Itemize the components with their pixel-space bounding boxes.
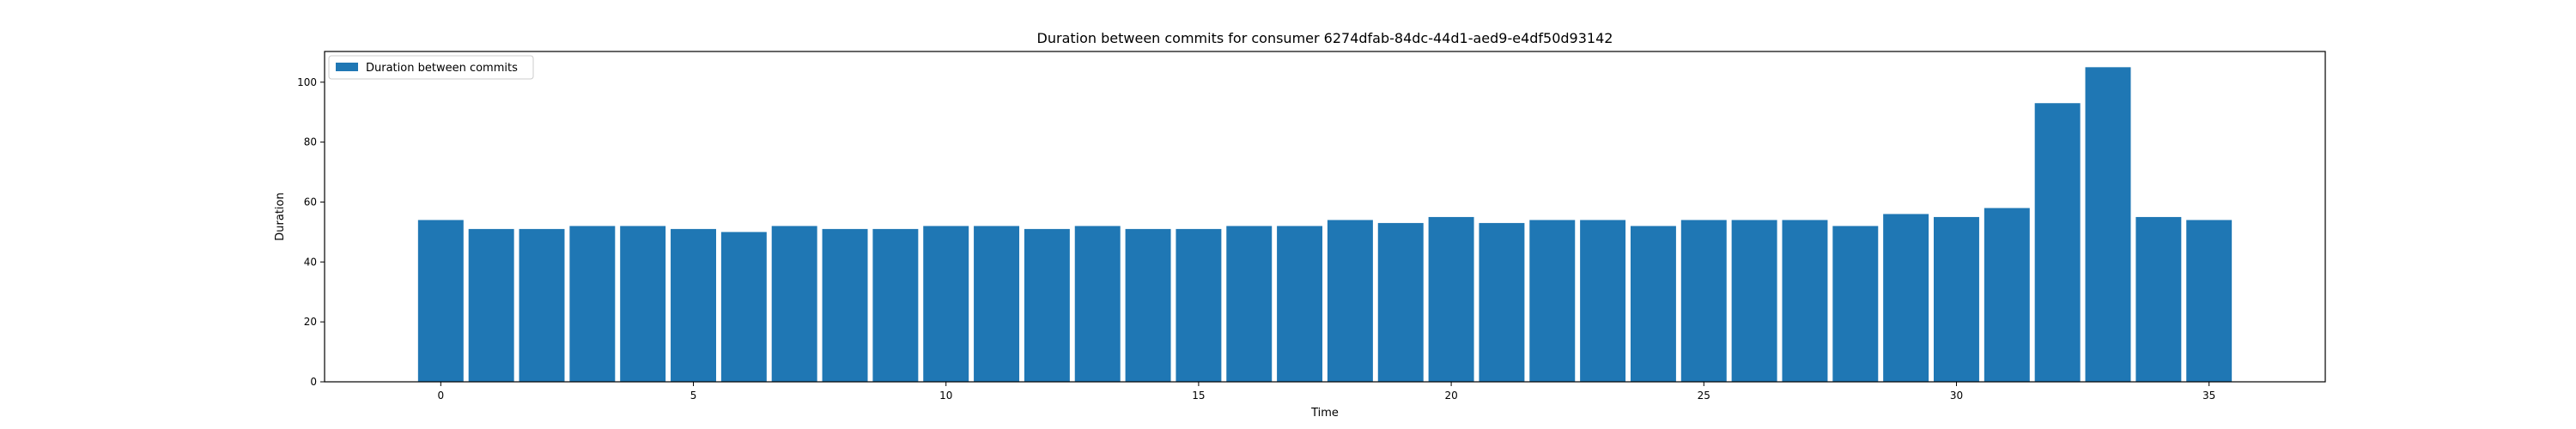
x-tick-label: 10: [939, 390, 952, 402]
x-axis-label: Time: [1310, 407, 1339, 420]
bar: [671, 228, 716, 382]
bar: [1277, 226, 1323, 382]
y-tick-label: 80: [304, 136, 317, 148]
y-tick-label: 100: [297, 76, 317, 88]
bar: [1479, 222, 1525, 382]
bar: [872, 228, 919, 382]
x-tick-label: 20: [1444, 390, 1457, 402]
bar: [2136, 216, 2182, 382]
x-axis: 0 5 10 15 20 25 30 35: [438, 382, 2215, 402]
y-tick-label: 40: [304, 256, 317, 268]
bar: [1984, 208, 2030, 382]
bar: [1226, 226, 1273, 382]
bar: [923, 226, 969, 382]
bar: [620, 226, 666, 382]
bar: [2034, 103, 2081, 383]
bar: [1883, 214, 1929, 382]
legend-label: Duration between commits: [366, 62, 518, 75]
legend-frame: [328, 55, 534, 80]
y-tick-label: 20: [304, 316, 317, 328]
bar: [519, 228, 565, 382]
bars-group: [417, 67, 2233, 383]
bar: [1024, 228, 1070, 382]
bar: [1680, 220, 1727, 382]
y-axis: 0 20 40 60 80 100: [297, 76, 325, 388]
x-tick-label: 0: [438, 390, 445, 402]
bar: [1176, 228, 1222, 382]
legend-swatch: [336, 63, 358, 71]
bar: [1731, 220, 1777, 382]
bar: [1580, 220, 1626, 382]
bar: [1428, 216, 1474, 382]
bar: [1327, 220, 1373, 382]
bar: [1832, 226, 1879, 382]
x-tick-label: 35: [2202, 390, 2215, 402]
bar: [1630, 226, 1676, 382]
x-tick-label: 25: [1698, 390, 1710, 402]
bar: [1074, 226, 1121, 382]
x-tick-label: 15: [1192, 390, 1205, 402]
legend: Duration between commits: [328, 55, 534, 80]
bar: [1125, 228, 1171, 382]
bar: [468, 228, 514, 382]
bar: [771, 226, 817, 382]
bar: [1782, 220, 1828, 382]
bar: [2186, 220, 2233, 382]
y-tick-label: 60: [304, 196, 317, 208]
bar: [1529, 220, 1576, 382]
x-tick-label: 30: [1950, 390, 1963, 402]
chart-title: Duration between commits for consumer 62…: [1037, 30, 1613, 46]
y-axis-label: Duration: [274, 192, 287, 240]
bar: [720, 232, 767, 382]
y-tick-label: 0: [310, 376, 317, 388]
x-tick-label: 5: [690, 390, 697, 402]
bar: [974, 226, 1020, 382]
bar: [1934, 216, 1979, 382]
bar: [822, 228, 868, 382]
bar: [569, 226, 616, 382]
bar: [1377, 222, 1424, 382]
bar: [2085, 67, 2131, 382]
bar: [417, 220, 464, 382]
plot-frame: [324, 51, 2326, 383]
